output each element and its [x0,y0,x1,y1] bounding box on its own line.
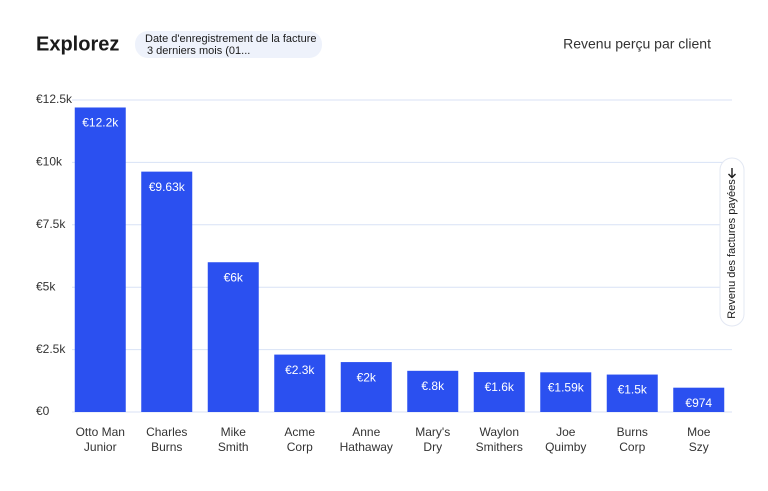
x-tick-label: Burns [151,440,182,454]
x-tick-label: Junior [84,440,117,454]
bar [340,362,392,412]
bar [473,372,525,412]
x-tick-label: Hathaway [340,440,393,454]
x-tick-label: Smith [218,440,249,454]
y-tick-label: €5k [36,279,56,293]
filter-value: 3 derniers mois (01... [147,45,250,57]
filter-label: Date d'enregistrement de la facture [145,33,316,45]
y-tick-label: €10k [36,155,63,169]
x-tick-label: Mike [221,425,247,439]
value-label: €.8k [421,379,445,393]
y-tick-label: €12.5k [36,92,73,106]
bar [407,370,459,412]
x-tick-label: Joe [556,425,576,439]
y-tick-label: €2.5k [36,342,66,356]
page-title: Explorez [36,33,119,55]
x-tick-label: Otto Man [76,425,125,439]
y-tick-label: €0 [36,404,50,418]
x-tick-label: Acme [284,425,315,439]
x-tick-label: Burns [617,425,648,439]
value-label: €9.63k [149,180,186,194]
filter-pill[interactable] [135,31,322,58]
value-label: €1.59k [548,380,585,394]
x-tick-label: Moe [687,425,711,439]
y-tick-label: €7.5k [36,217,66,231]
bar [673,387,725,412]
x-tick-label: Waylon [479,425,519,439]
bar [606,374,658,412]
x-tick-label: Mary's [415,425,450,439]
view-title: Revenu perçu par client [563,36,711,52]
x-tick-label: Quimby [545,440,586,454]
x-tick-label: Corp [287,440,313,454]
value-label: €2.3k [285,363,315,377]
value-label: €6k [224,270,244,284]
value-label: €1.5k [618,383,648,397]
value-label: €1.6k [485,380,515,394]
x-tick-label: Corp [619,440,645,454]
bar [540,372,592,412]
axis-pill[interactable] [719,157,745,327]
y-axis-label: Revenu des factures payées [726,179,738,319]
bar [274,354,326,412]
bar [141,171,193,412]
sort-arrow [728,168,736,179]
value-label: €974 [685,396,712,410]
bar [207,262,259,412]
x-tick-label: Smithers [476,440,523,454]
value-label: €2k [357,370,377,384]
x-tick-label: Anne [352,425,380,439]
x-tick-label: Szy [689,440,709,454]
x-tick-label: Dry [423,440,442,454]
bar [74,107,126,412]
value-label: €12.2k [82,116,119,130]
x-tick-label: Charles [146,425,187,439]
